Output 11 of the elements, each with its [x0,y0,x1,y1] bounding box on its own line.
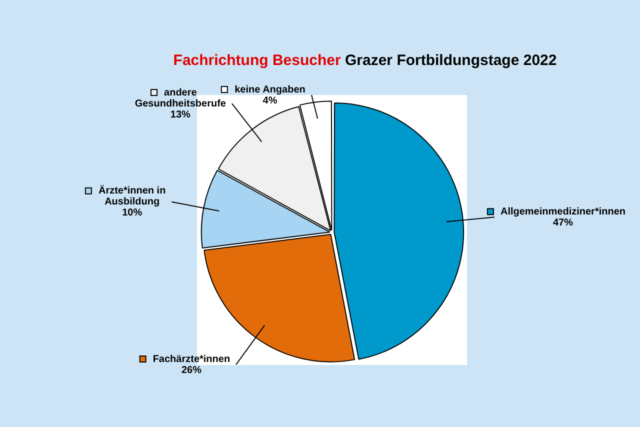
legend-label: Ärzte*innen in Ausbildung [98,184,166,208]
data-label: 26% [181,364,202,376]
data-label: 47% [552,217,574,228]
chart-title: Fachrichtung Besucher Grazer Fortbildungstage 2022 [172,52,558,69]
legend-label: Allgemeinmediziner*innen [500,206,626,218]
data-label: 10% [122,208,142,219]
data-label: 4% [262,95,278,106]
data-label: 13% [170,109,191,120]
legend-label: keine Angaben [234,84,306,96]
legend-label: Fachärzte*innen [152,354,230,365]
legend-label: andere Gesundheitsberufe [134,87,226,110]
